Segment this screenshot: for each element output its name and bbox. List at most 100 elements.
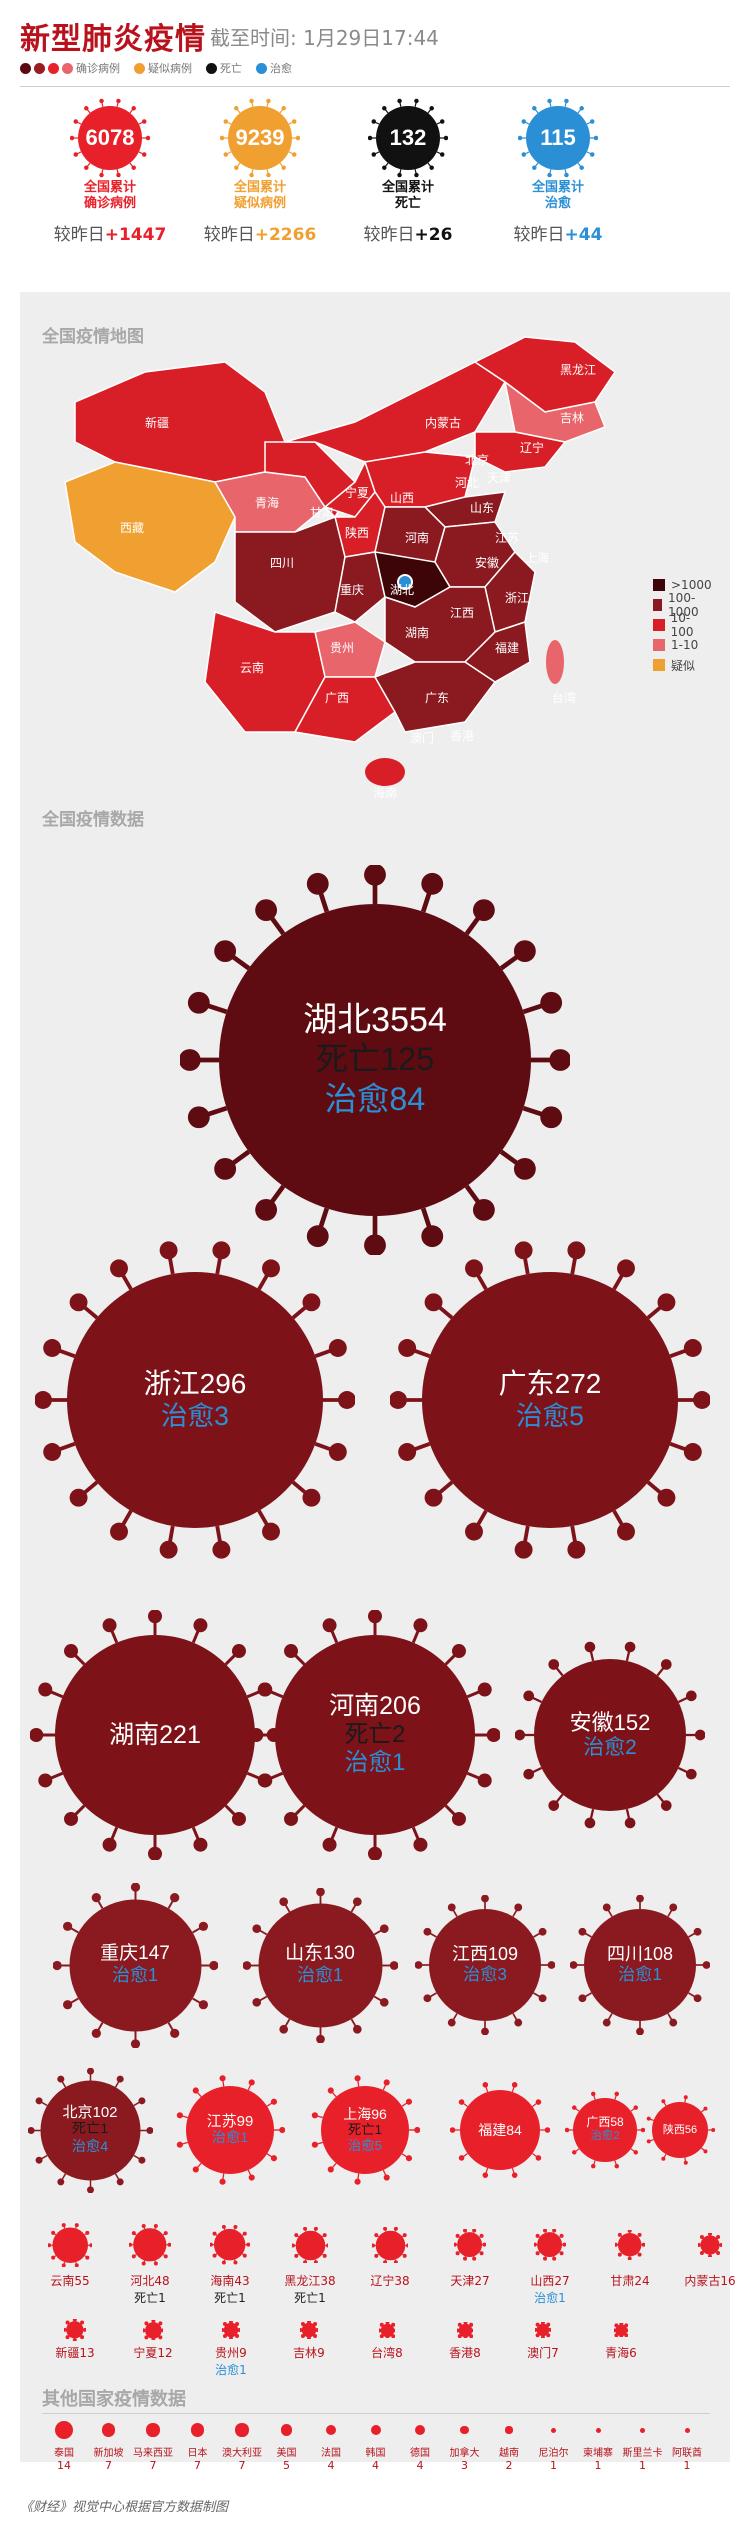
spike-tip <box>368 135 373 141</box>
spike-tip <box>130 1882 140 1892</box>
spike-tip <box>219 2178 226 2185</box>
map-legend-item: 1-10 <box>653 635 712 655</box>
spike-tip <box>719 2243 722 2247</box>
spike-tip <box>137 2156 145 2164</box>
country-item: 尼泊尔 1 <box>532 2420 576 2472</box>
spike-tip <box>293 2253 298 2258</box>
bubble-dead: 死亡2 <box>344 1720 406 1748</box>
spike-tip <box>84 165 89 170</box>
spike-tip <box>477 1773 492 1788</box>
map-label: 甘肃 <box>310 506 334 520</box>
spike-tip <box>572 2105 577 2110</box>
summary-label: 全国累计 确诊病例 <box>83 180 136 211</box>
legend-swatch <box>653 639 665 651</box>
spike-tip <box>559 2251 564 2256</box>
spike-tip <box>284 1644 299 1659</box>
spike-tip <box>169 2028 179 2038</box>
country-dot <box>101 2423 116 2437</box>
spike-tip <box>291 152 297 157</box>
spike-tip <box>540 1106 563 1129</box>
spike-tip <box>578 1927 587 1936</box>
country-count: 4 <box>372 2459 379 2472</box>
spike-tip <box>84 106 89 111</box>
spike-tip <box>315 2034 325 2043</box>
legend-label: 死亡 <box>220 62 242 75</box>
spike-tip <box>661 2156 666 2161</box>
spike-tip <box>589 119 595 124</box>
bubble-cured: 治愈1 <box>296 1965 344 1985</box>
province-bubble-small <box>210 2225 250 2265</box>
country-name: 阿联酋 <box>672 2448 702 2459</box>
spike-tip <box>543 2229 548 2233</box>
spike-tip <box>413 1618 428 1633</box>
spike-tip <box>85 2230 90 2235</box>
spike-tip <box>27 2126 35 2134</box>
country-item: 澳大利亚 7 <box>220 2420 264 2472</box>
legend-swatch <box>653 619 665 631</box>
summary-delta: 较昨日+26 <box>363 225 453 245</box>
spike-tip <box>685 1768 697 1780</box>
country-dot <box>235 2423 249 2437</box>
spike-tip <box>322 2253 327 2258</box>
spike-tip <box>192 2087 199 2094</box>
spike-tip <box>547 172 552 178</box>
spike-tip <box>683 2160 688 2165</box>
spike-tip <box>328 1443 347 1461</box>
spike-tip <box>212 2231 217 2236</box>
spike-tip <box>141 2224 146 2229</box>
spike-tip <box>148 1610 162 1624</box>
spike-tip <box>322 2232 327 2237</box>
bubble-label: 四川108 <box>606 1944 674 1965</box>
summary-item: 9239 全国累计 疑似病例 较昨日+2266 <box>175 98 345 245</box>
spike-tip <box>617 1522 635 1541</box>
spike-tip <box>511 2082 518 2088</box>
spike-tip <box>415 1961 423 1969</box>
province-taiwan <box>546 640 564 684</box>
spike-tip <box>231 1811 246 1826</box>
bubble-label: 浙江296 <box>143 1367 247 1399</box>
bubble-cured: 治愈84 <box>324 1080 426 1117</box>
country-count: 4 <box>416 2459 424 2472</box>
country-name: 柬埔寨 <box>583 2448 613 2459</box>
spike-tip <box>669 2018 678 2027</box>
country-name: 法国 <box>321 2448 341 2459</box>
spike-tip <box>538 1994 547 2003</box>
spike-tip <box>414 172 419 178</box>
spike-tip <box>159 1241 178 1260</box>
spike-tip <box>354 2178 361 2185</box>
province-label: 内蒙古16 <box>684 2274 736 2288</box>
spike-tip <box>703 2149 708 2154</box>
spike-tip <box>532 165 537 170</box>
spike-tip <box>266 172 271 178</box>
spike-tip <box>429 165 434 170</box>
spike-tip <box>83 2327 86 2332</box>
spike-tip <box>479 2251 484 2256</box>
spike-tip <box>447 2018 456 2027</box>
virus-body <box>78 106 142 170</box>
spike-tip <box>281 106 286 111</box>
spike-tip <box>163 2254 168 2259</box>
spike-tip <box>693 1391 710 1409</box>
bubble-cured: 治愈5 <box>516 1401 584 1431</box>
spike-tip <box>627 2230 632 2234</box>
spike-tip <box>214 1157 237 1180</box>
spike-tip <box>698 2243 701 2247</box>
spike-tip <box>64 2327 67 2332</box>
summary-item: 132 全国累计 死亡 较昨日+26 <box>323 98 493 245</box>
legend-dot <box>34 62 45 74</box>
summary-label: 全国累计 治愈 <box>531 180 584 211</box>
spike-tip <box>116 2177 124 2185</box>
spike-tip <box>633 2150 638 2155</box>
spike-tip <box>641 2242 645 2247</box>
spike-tip <box>311 2141 318 2148</box>
map-label: 新疆 <box>145 415 169 430</box>
country-count: 7 <box>105 2458 112 2472</box>
legend-label: 疑似 <box>671 658 696 673</box>
spike-tip <box>328 1339 347 1357</box>
spike-tip <box>50 2230 55 2235</box>
bubble-cured: 治愈3 <box>161 1401 229 1431</box>
intl-section-title: 其他国家疫情数据 <box>42 2389 186 2410</box>
summary-virus-icon: 132 <box>368 98 448 178</box>
map-legend-item: 疑似 <box>653 655 712 675</box>
legend-suspected: 疑似病例 <box>134 60 192 76</box>
